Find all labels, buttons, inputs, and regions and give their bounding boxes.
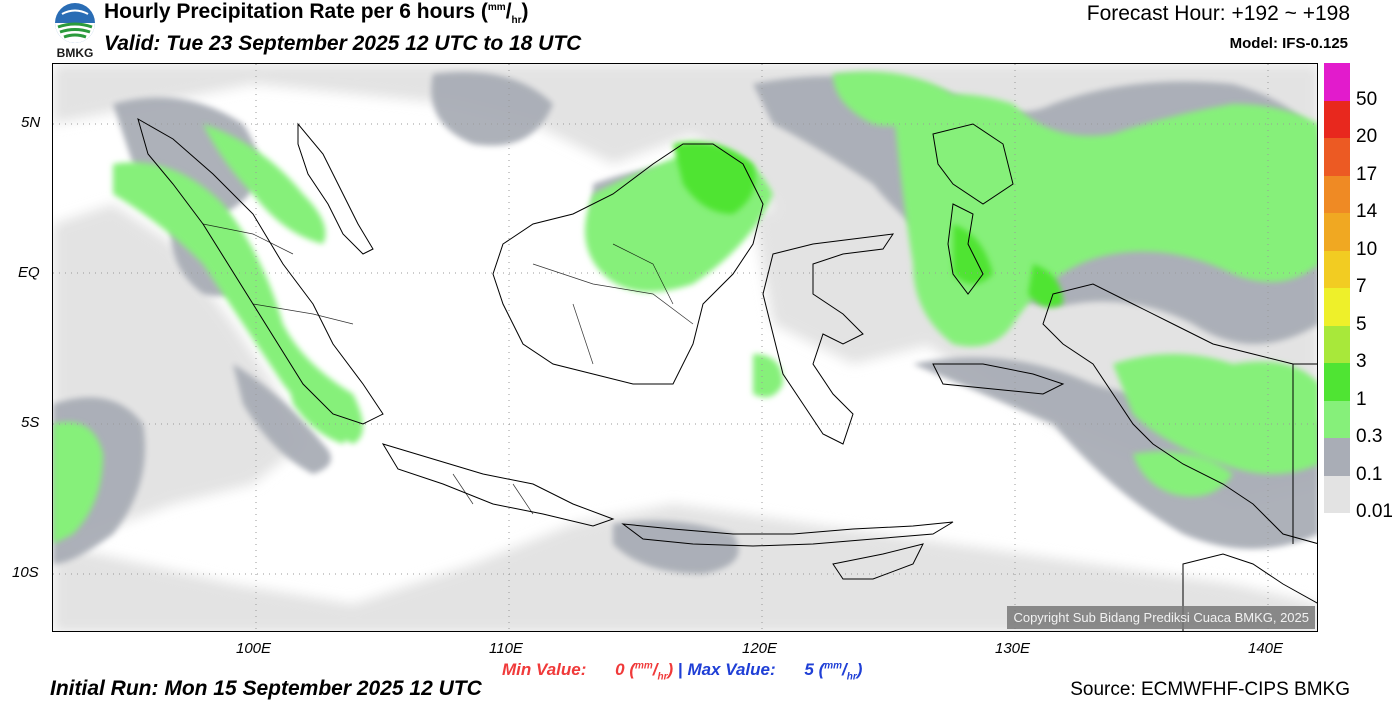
legend-label: 3 bbox=[1356, 351, 1367, 372]
legend-swatch bbox=[1324, 288, 1350, 326]
lat-tick-5s: 5S bbox=[21, 414, 40, 431]
halmahera-coast bbox=[947, 203, 984, 295]
legend-label: 14 bbox=[1356, 201, 1378, 222]
logo-text: BMKG bbox=[56, 46, 94, 60]
map-title: Hourly Precipitation Rate per 6 hours (m… bbox=[104, 0, 529, 27]
initial-run: Initial Run: Mon 15 September 2025 12 UT… bbox=[50, 677, 482, 700]
legend-swatch bbox=[1324, 475, 1350, 513]
province-borders bbox=[202, 223, 694, 515]
valid-period: Valid: Tue 23 September 2025 12 UTC to 1… bbox=[104, 32, 582, 55]
legend-swatch bbox=[1324, 138, 1350, 176]
max-value: 5 bbox=[804, 660, 814, 679]
legend-label: 17 bbox=[1356, 163, 1378, 185]
model-label: Model: IFS-0.125 bbox=[1229, 35, 1348, 52]
seram-coast bbox=[932, 363, 1065, 395]
legend-label: 50 bbox=[1356, 88, 1378, 110]
australia-coast bbox=[1182, 553, 1317, 631]
legend-label: 7 bbox=[1356, 276, 1367, 297]
max-value-unit: (mm/hr) bbox=[818, 660, 863, 683]
legend-label: 0.1 bbox=[1356, 463, 1383, 485]
coastlines bbox=[137, 117, 1317, 631]
legend-label: 1 bbox=[1356, 388, 1367, 410]
timor-coast bbox=[832, 543, 924, 580]
legend-swatch bbox=[1324, 250, 1350, 288]
forecast-hour: Forecast Hour: +192 ~ +198 bbox=[1086, 2, 1350, 25]
legend-label: 0.01 bbox=[1356, 501, 1393, 522]
legend-swatch bbox=[1324, 325, 1350, 363]
legend-swatch bbox=[1324, 363, 1350, 401]
papua-coast bbox=[1042, 283, 1317, 544]
legend-swatch bbox=[1324, 100, 1350, 138]
borneo-coast bbox=[492, 143, 764, 385]
lon-tick-130e: 130E bbox=[995, 640, 1031, 657]
malay-coast bbox=[297, 122, 374, 255]
copyright-notice: Copyright Sub Bidang Prediksi Cuaca BMKG… bbox=[1007, 606, 1315, 629]
lon-tick-140e: 140E bbox=[1248, 640, 1284, 657]
min-value-unit: (mm/hr) bbox=[629, 660, 674, 683]
map-canvas bbox=[53, 64, 1317, 631]
legend-label: 0.3 bbox=[1356, 426, 1383, 447]
lat-tick-10s: 10S bbox=[12, 564, 39, 581]
legend-swatch bbox=[1324, 175, 1350, 213]
value-separator: | bbox=[677, 660, 683, 679]
lon-tick-120e: 120E bbox=[742, 640, 778, 657]
lon-tick-100e: 100E bbox=[236, 640, 272, 657]
sulawesi-coast bbox=[762, 233, 895, 445]
legend-label: 5 bbox=[1356, 313, 1367, 335]
lat-tick-eq: EQ bbox=[18, 264, 40, 281]
legend-label: 10 bbox=[1356, 238, 1378, 260]
min-value-label: Min Value: bbox=[502, 660, 587, 679]
legend-swatch bbox=[1324, 438, 1350, 476]
legend-swatch bbox=[1324, 213, 1350, 251]
min-max-values: Min Value: 0 (mm/hr) | Max Value: 5 (mm/… bbox=[502, 660, 862, 682]
precipitation-map: Copyright Sub Bidang Prediksi Cuaca BMKG… bbox=[52, 63, 1318, 632]
lat-tick-5n: 5N bbox=[21, 114, 41, 131]
graticule bbox=[53, 64, 1317, 631]
data-source: Source: ECMWFHF-CIPS BMKG bbox=[1070, 679, 1350, 700]
color-legend bbox=[1324, 63, 1350, 513]
legend-swatch bbox=[1324, 63, 1350, 101]
legend-label: 20 bbox=[1356, 126, 1378, 147]
java-coast bbox=[381, 443, 615, 527]
max-value-label: Max Value: bbox=[687, 660, 776, 679]
legend-swatch bbox=[1324, 400, 1350, 438]
lon-tick-110e: 110E bbox=[489, 640, 523, 657]
bmkg-logo: BMKG bbox=[52, 1, 98, 61]
nusa-tenggara-coast bbox=[621, 521, 954, 547]
mindanao-coast bbox=[932, 123, 1014, 205]
min-value: 0 bbox=[615, 660, 625, 679]
